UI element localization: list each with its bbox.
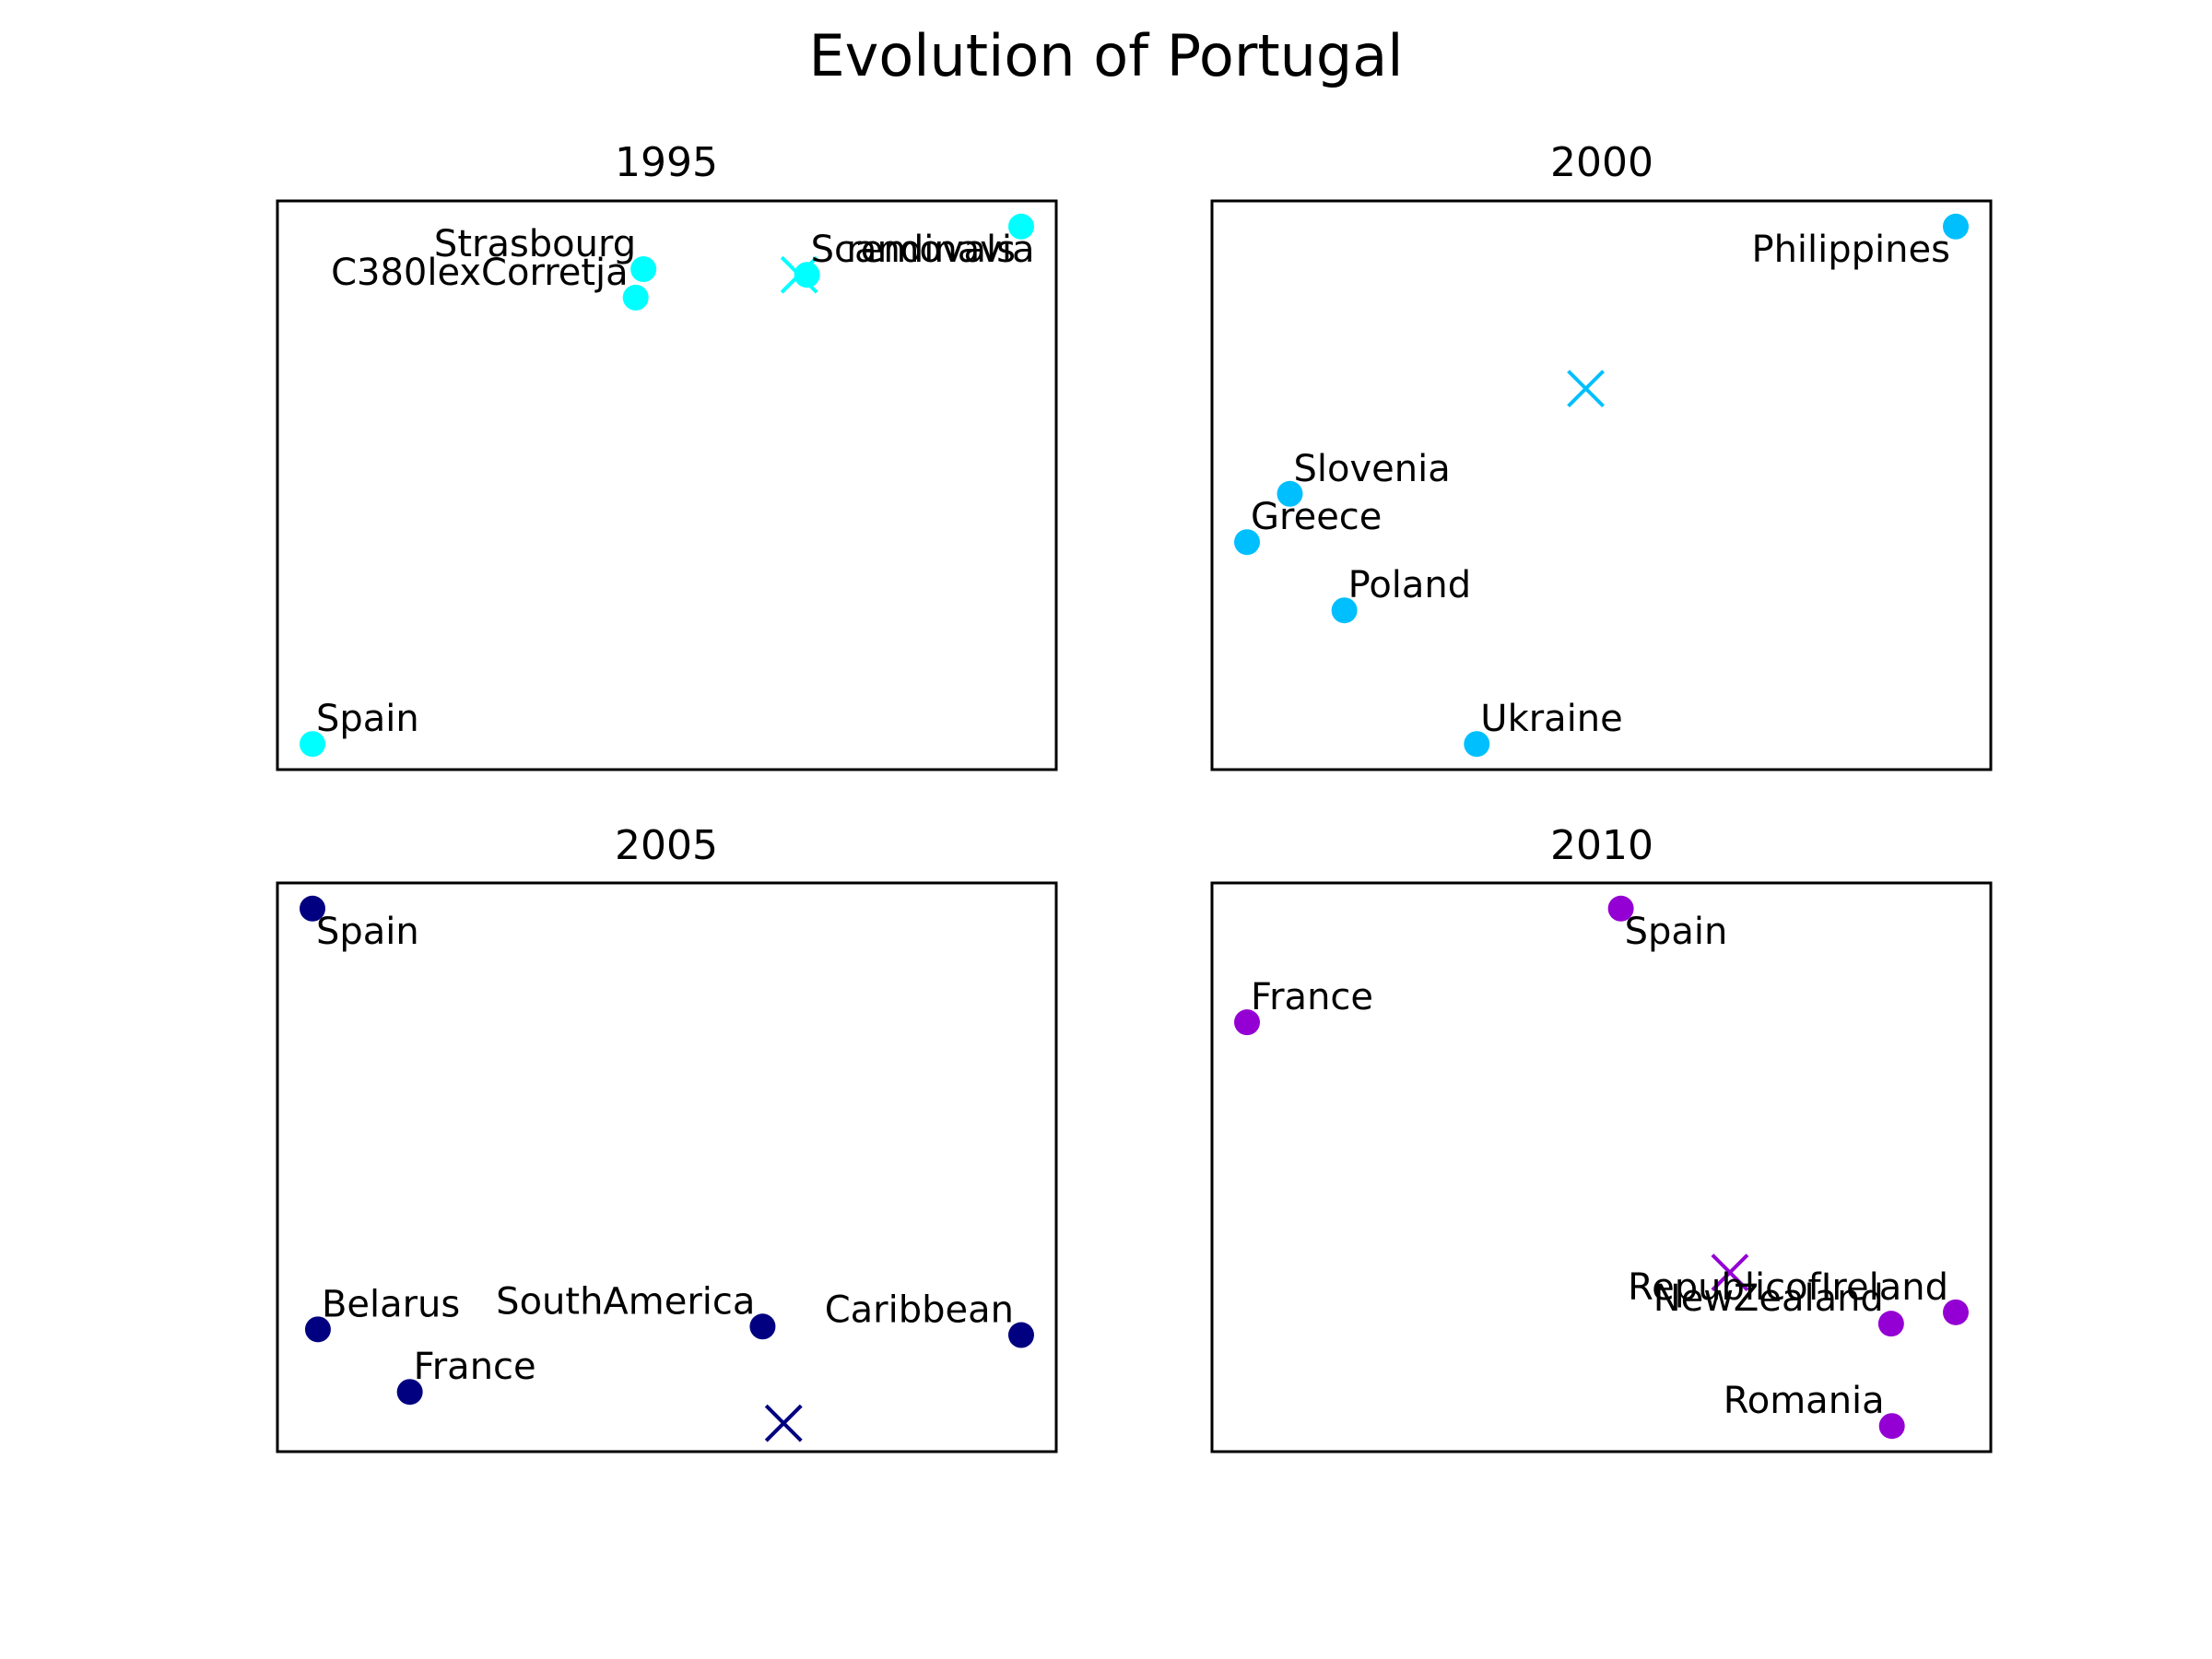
point-label-strasbourg: Strasbourg [434,223,636,265]
point-belarus [304,1316,331,1343]
point-greece [1234,529,1261,556]
subplot-2010: 2010 Spain France RepublicofIrelandNewZeal… [1210,822,1993,1453]
centroid-marker-2000 [1567,370,1606,408]
point-spain [300,731,326,758]
point-slovenia [1277,480,1303,507]
point-poland [1331,597,1358,624]
marks-2000: Philippines Slovenia Greece Poland Ukraine [1234,213,1969,758]
subplot-title-2005: 2005 [615,822,718,869]
point-newzealand [1877,1311,1904,1337]
point-label-poland: Poland [1348,564,1472,606]
plot-frame-2010 [1210,881,1993,1453]
centroid-marker-2005 [764,1404,803,1442]
point-label-france: France [414,1346,536,1388]
point-removals [1007,213,1034,240]
point-label-caribbean: Caribbean [825,1289,1014,1332]
point-label-spain: Spain [1625,911,1728,953]
point-label-newzealand: NewZealand [1653,1277,1884,1320]
centroid-marker-2010 [1711,1253,1749,1292]
point-scandinavia [794,262,820,288]
point-philippines [1942,213,1969,240]
point-ukraine [1464,731,1490,758]
point-label-belarus: Belarus [322,1283,460,1325]
plot-frame-2000 [1210,199,1993,771]
subplot-title-2000: 2000 [1550,139,1653,186]
figure-title: Evolution of Portugal [808,22,1403,89]
plot-frame-1995 [276,199,1058,771]
point-republicofireland [1942,1299,1969,1325]
point-romania [1878,1413,1905,1440]
point-label-southamerica: SouthAmerica [496,1280,755,1323]
point-spain [300,895,326,922]
marks-2005: Spain Belarus SouthAmerica Caribbean France [300,895,1034,1442]
point-c380lexcorretja [622,284,649,311]
point-label-slovenia: Slovenia [1294,448,1451,490]
point-spain [1607,895,1634,922]
point-france [1234,1009,1261,1036]
point-label-spain: Spain [316,698,419,740]
point-label-removals: removals [846,229,1016,271]
point-label-republicofireland: RepublicofIreland [1628,1266,1948,1309]
point-caribbean [1007,1322,1034,1348]
point-label-ukraine: Ukraine [1480,698,1622,740]
point-label-c380lexcorretja: C380lexCorretja [331,252,629,294]
subplot-title-2010: 2010 [1550,822,1653,869]
subplot-title-1995: 1995 [615,139,718,186]
point-label-scandinavia: Scandinavia [811,229,1035,271]
point-label-romania: Romania [1724,1380,1885,1422]
point-label-france: France [1251,976,1373,1018]
subplot-2005: 2005 Spain Belarus SouthAmerica Caribbean Fr… [276,822,1058,1453]
point-france [396,1379,423,1406]
point-label-philippines: Philippines [1751,229,1950,271]
point-strasbourg [630,256,657,283]
plot-frame-2005 [276,881,1058,1453]
point-label-spain: Spain [316,911,419,953]
point-southamerica [749,1313,776,1340]
subplot-2000: 2000 Philippines Slovenia Greece Poland Ukra… [1210,139,1993,771]
point-label-greece: Greece [1251,496,1382,538]
